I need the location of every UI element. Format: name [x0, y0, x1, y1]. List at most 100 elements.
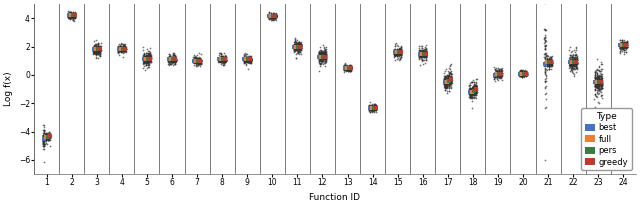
Point: [515, 69, 525, 72]
Point: [621, 44, 632, 47]
Point: [139, 61, 149, 64]
Point: [218, 57, 228, 60]
Point: [493, 72, 504, 75]
Point: [545, 60, 555, 63]
Point: [445, 83, 455, 86]
Point: [318, 56, 328, 60]
Point: [567, 58, 577, 62]
Point: [296, 45, 306, 48]
Point: [444, 80, 454, 83]
Point: [318, 52, 328, 55]
Point: [166, 57, 177, 60]
Point: [494, 73, 504, 76]
Point: [468, 94, 479, 97]
Point: [468, 87, 479, 90]
Point: [266, 14, 276, 17]
Point: [218, 57, 228, 61]
Point: [520, 71, 530, 74]
Point: [464, 88, 474, 92]
Point: [118, 48, 128, 52]
Point: [369, 107, 379, 110]
Point: [69, 13, 79, 16]
Point: [489, 73, 499, 76]
Point: [94, 47, 104, 50]
Point: [117, 46, 127, 49]
Point: [519, 72, 529, 76]
Point: [371, 107, 381, 110]
Point: [168, 59, 178, 62]
Point: [394, 49, 404, 52]
Point: [414, 48, 424, 52]
Point: [315, 53, 325, 56]
Point: [319, 55, 329, 58]
Point: [317, 57, 327, 60]
Point: [420, 46, 430, 49]
Point: [542, 60, 552, 64]
Point: [518, 74, 528, 77]
Point: [464, 88, 474, 92]
Point: [93, 47, 103, 50]
Point: [70, 14, 81, 17]
Point: [515, 71, 525, 74]
Point: [419, 53, 429, 57]
Point: [541, 91, 551, 94]
Point: [220, 57, 230, 61]
Point: [67, 15, 77, 18]
Point: [266, 15, 276, 18]
Point: [140, 58, 150, 61]
Point: [116, 48, 126, 51]
Point: [271, 15, 281, 19]
Point: [542, 60, 552, 64]
Point: [117, 48, 127, 51]
Point: [119, 48, 129, 51]
Point: [340, 68, 350, 71]
Point: [145, 56, 156, 59]
Point: [216, 58, 226, 61]
Point: [168, 58, 178, 61]
Point: [568, 60, 579, 63]
Point: [216, 60, 226, 63]
Point: [68, 11, 78, 14]
Point: [120, 46, 131, 49]
Point: [447, 78, 457, 82]
Point: [269, 15, 279, 18]
Point: [63, 15, 74, 18]
Point: [390, 50, 401, 53]
Point: [239, 57, 250, 61]
Point: [220, 60, 230, 63]
Point: [70, 14, 80, 17]
Point: [319, 55, 329, 58]
Point: [95, 48, 106, 52]
Point: [291, 42, 301, 45]
Point: [365, 107, 375, 111]
Point: [266, 15, 276, 19]
Point: [291, 44, 301, 47]
Point: [590, 75, 600, 79]
Point: [66, 11, 76, 14]
Point: [145, 58, 155, 61]
Point: [44, 133, 54, 136]
Point: [442, 84, 452, 87]
Point: [140, 68, 150, 72]
Point: [445, 85, 456, 89]
Point: [489, 75, 499, 79]
Point: [394, 48, 404, 51]
Point: [343, 68, 353, 71]
Point: [93, 50, 103, 53]
Point: [88, 46, 99, 49]
Point: [195, 61, 205, 64]
Point: [66, 16, 76, 19]
Point: [91, 47, 101, 50]
Point: [570, 59, 580, 62]
Point: [170, 57, 180, 60]
Point: [120, 48, 131, 51]
Point: [367, 106, 378, 109]
Point: [364, 105, 374, 109]
Point: [417, 53, 427, 56]
Point: [118, 48, 129, 51]
Point: [366, 104, 376, 108]
Point: [392, 52, 403, 55]
Point: [596, 83, 607, 87]
Point: [68, 13, 78, 16]
Point: [395, 51, 405, 54]
